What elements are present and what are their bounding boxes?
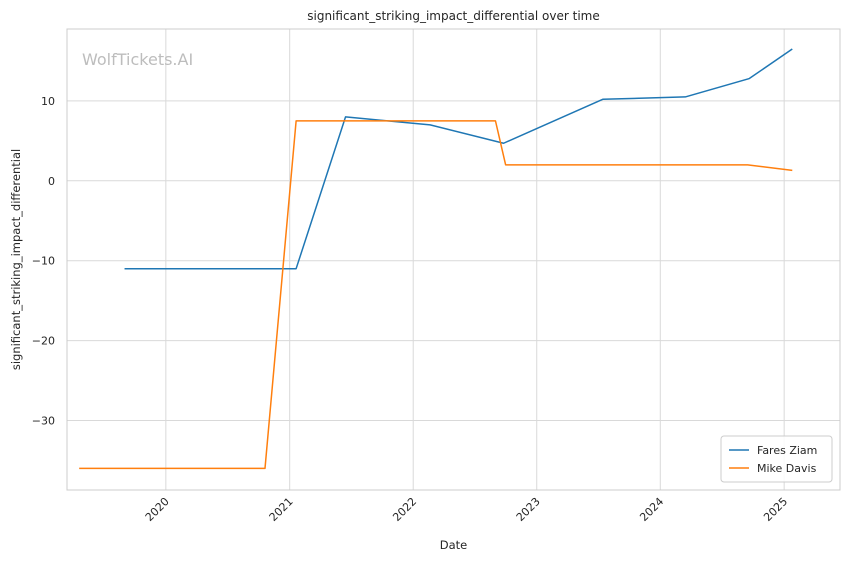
watermark: WolfTickets.AI	[82, 50, 193, 69]
y-tick-label: −30	[32, 414, 55, 427]
series-layer	[79, 48, 793, 470]
y-tick-label: 0	[48, 175, 55, 188]
y-axis-label: significant_striking_impact_differential	[9, 149, 23, 370]
x-tick-label: 2023	[514, 495, 543, 524]
plot-frame	[66, 28, 841, 491]
legend-label-fares-ziam: Fares Ziam	[757, 444, 817, 457]
y-tick-label: 10	[41, 95, 55, 108]
chart-title: significant_striking_impact_differential…	[307, 9, 599, 23]
grid-layer	[67, 29, 840, 490]
series-line-mike-davis	[79, 120, 793, 470]
legend-box	[720, 435, 833, 483]
x-tick-labels: 2020 2021 2022 2023 2024 2025	[143, 495, 790, 524]
y-tick-labels: 10 0 −10 −20 −30	[32, 95, 55, 428]
y-tick-label: −20	[32, 335, 55, 348]
x-tick-label: 2021	[267, 495, 296, 524]
x-tick-label: 2025	[761, 495, 790, 524]
x-tick-label: 2020	[143, 495, 172, 524]
x-tick-label: 2022	[390, 495, 419, 524]
series-line-fares-ziam	[124, 48, 793, 270]
x-tick-label: 2024	[637, 495, 666, 524]
y-tick-label: −10	[32, 255, 55, 268]
x-axis-label: Date	[440, 538, 468, 552]
legend-label-mike-davis: Mike Davis	[757, 462, 817, 475]
legend: Fares Ziam Mike Davis	[720, 435, 833, 483]
